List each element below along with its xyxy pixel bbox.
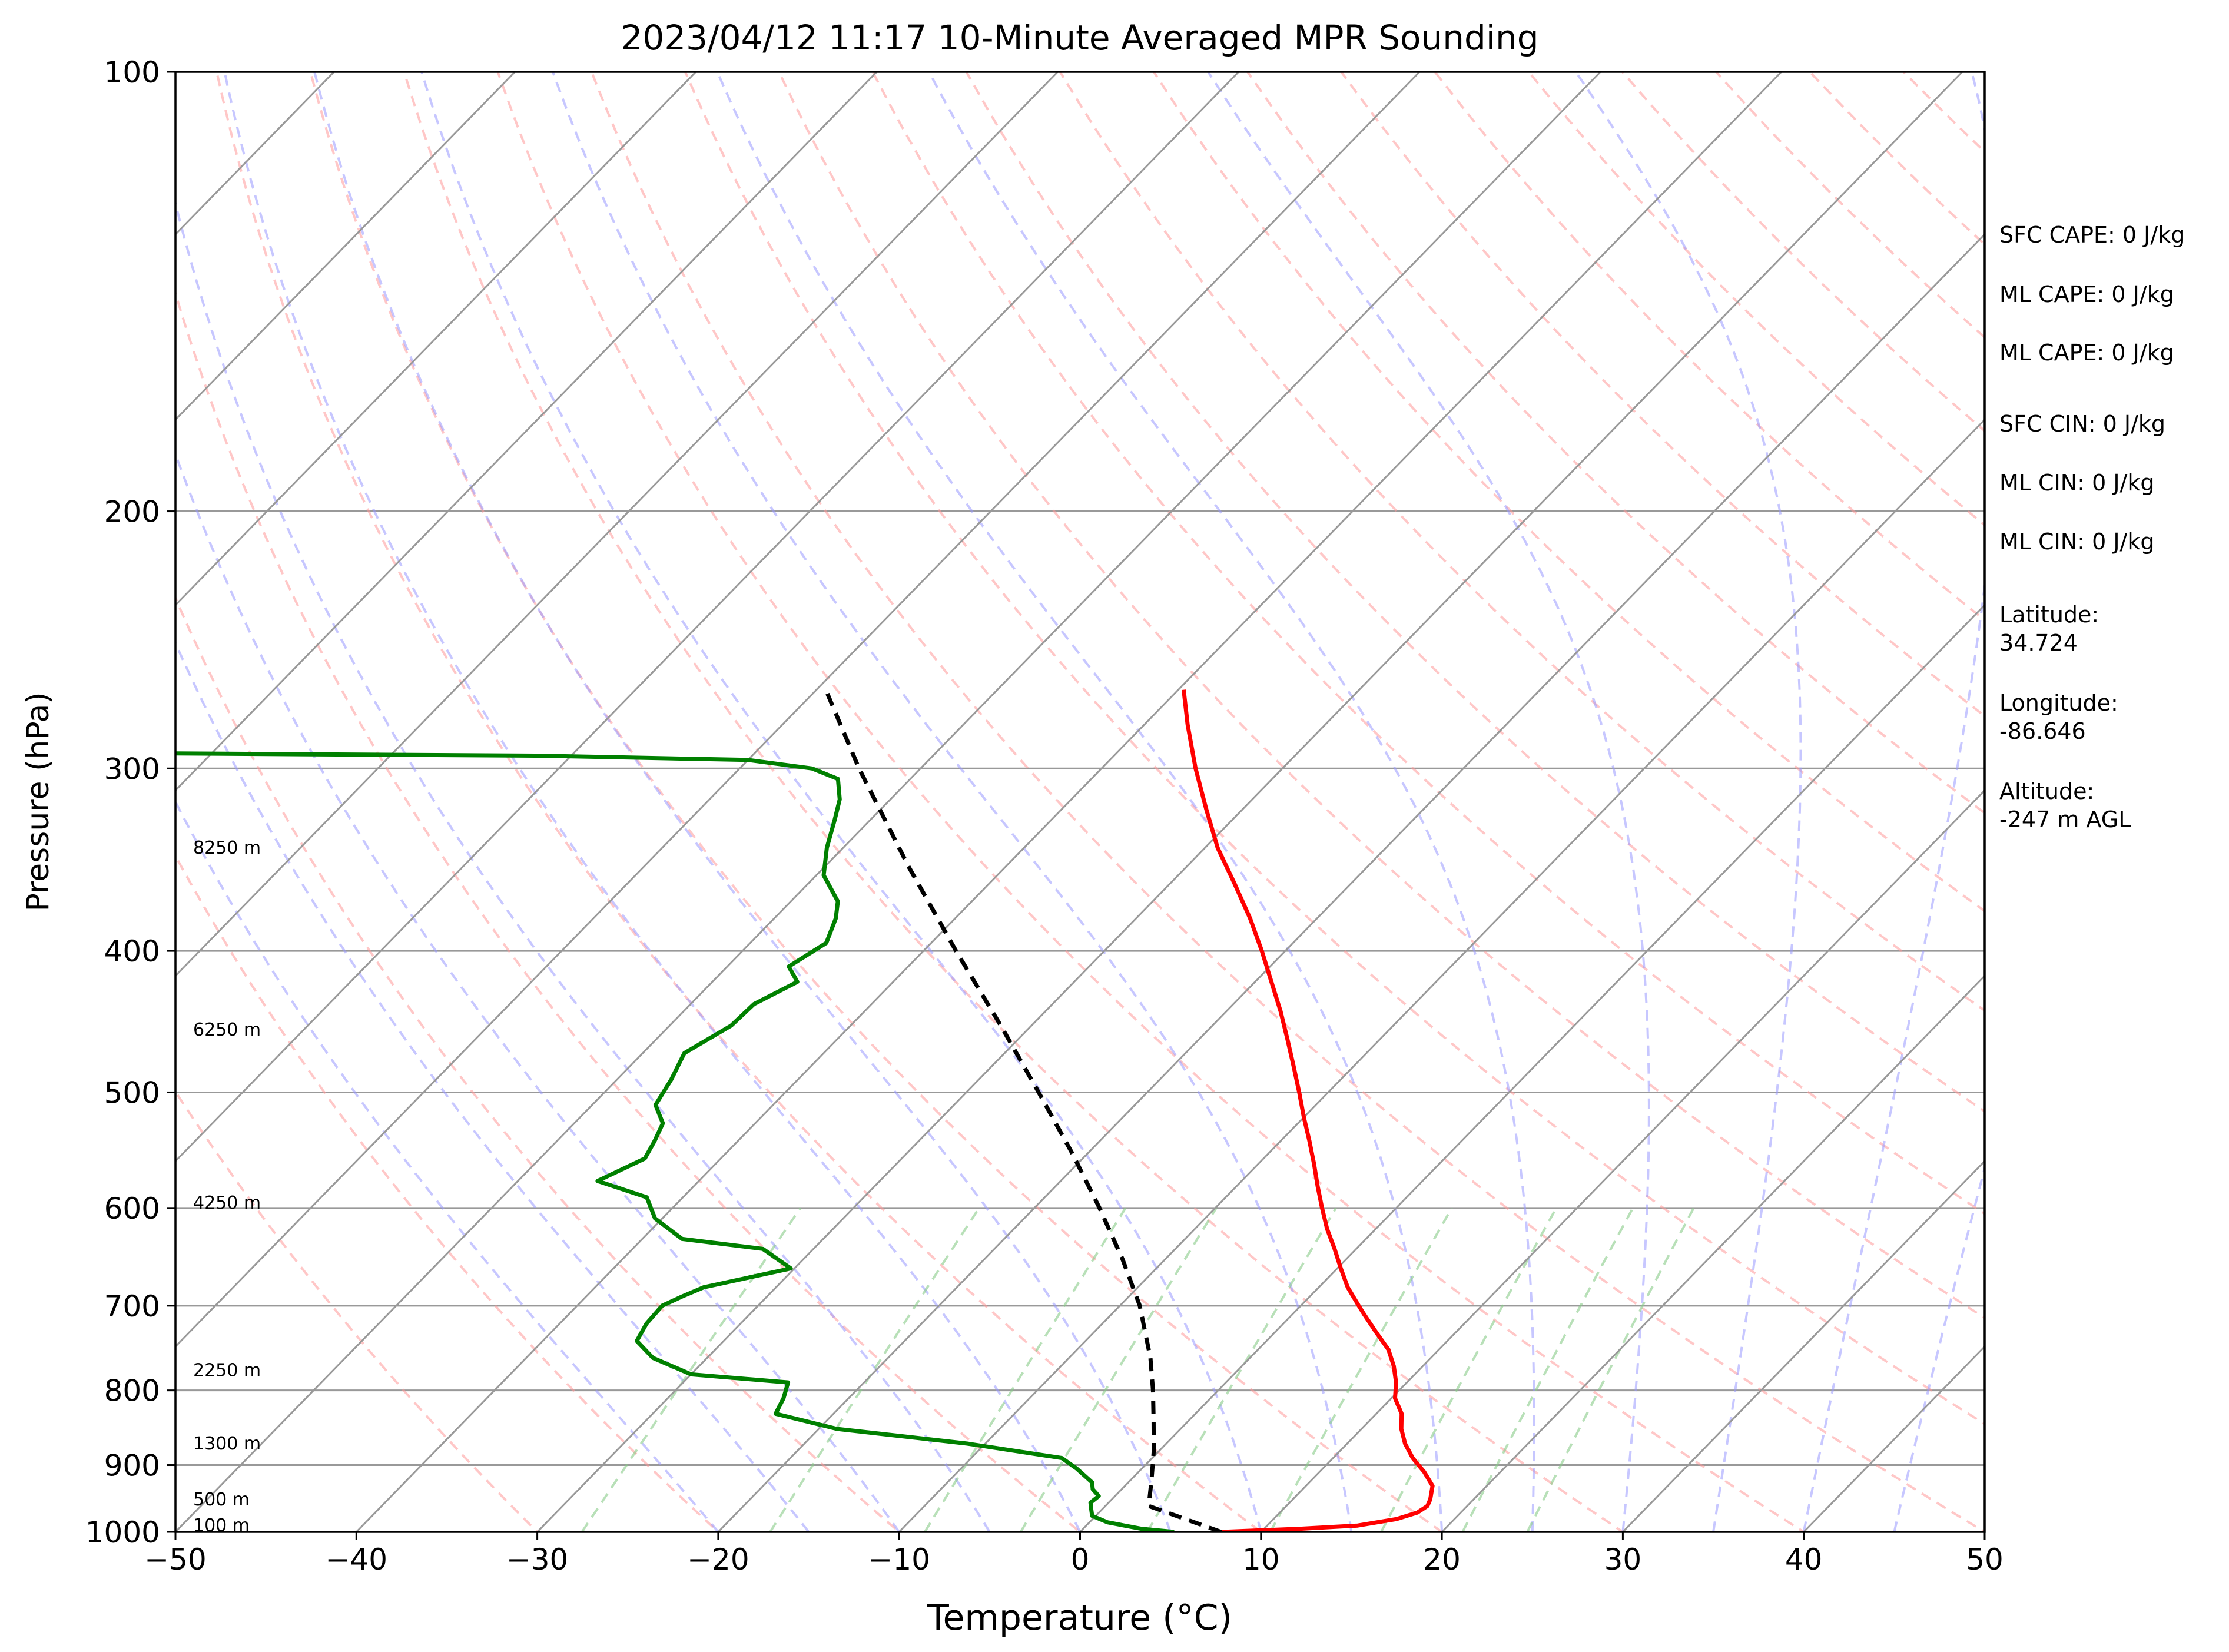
isotherm-line bbox=[175, 72, 1601, 1532]
x-tick-label: 10 bbox=[1242, 1542, 1280, 1577]
altitude-label: Altitude: bbox=[1999, 778, 2094, 804]
dry-adiabat-line bbox=[215, 72, 1263, 1532]
isotherm-line bbox=[1260, 789, 1985, 1532]
y-tick-label: 600 bbox=[104, 1192, 160, 1226]
isotherm-line bbox=[1441, 974, 1985, 1532]
side-panel: SFC CAPE: 0 J/kg ML CAPE: 0 J/kg ML CAPE… bbox=[1999, 222, 2185, 832]
dry-adiabat-line bbox=[1059, 72, 1985, 1012]
isotherm-line bbox=[1079, 603, 1985, 1532]
isotherm-line bbox=[175, 72, 1239, 1163]
isotherm-line bbox=[175, 72, 1421, 1348]
longitude-label: Longitude: bbox=[1999, 690, 2118, 716]
x-tick-label: 0 bbox=[1071, 1542, 1090, 1577]
ml-cin-text-2: ML CIN: 0 J/kg bbox=[1999, 529, 2154, 555]
dry-adiabat-line bbox=[684, 72, 1985, 1425]
moist-adiabat-line bbox=[175, 450, 900, 1532]
moist-adiabat-line bbox=[175, 799, 719, 1532]
y-axis-label: Pressure (hPa) bbox=[21, 692, 56, 912]
y-tick-label: 300 bbox=[104, 752, 160, 786]
y-tick-label: 100 bbox=[104, 55, 160, 89]
sfc-cin-text: SFC CIN: 0 J/kg bbox=[1999, 411, 2165, 437]
dry-adiabat-line bbox=[309, 72, 1444, 1532]
y-tick-label: 800 bbox=[104, 1374, 160, 1408]
mixing-ratio-line bbox=[924, 1207, 1127, 1532]
dry-adiabat-line bbox=[1152, 72, 1985, 913]
mixing-ratio-line bbox=[1526, 1207, 1695, 1532]
dry-adiabat-line bbox=[175, 853, 720, 1532]
moist-adiabat-line bbox=[716, 72, 1444, 1532]
isotherm-line bbox=[898, 418, 1985, 1532]
sfc-cape-text: SFC CAPE: 0 J/kg bbox=[1999, 222, 2185, 248]
y-tick-label: 400 bbox=[104, 934, 160, 968]
dry-adiabat-line bbox=[175, 1089, 539, 1532]
x-tick-label: −20 bbox=[687, 1542, 749, 1577]
moist-adiabat-line bbox=[420, 72, 1262, 1532]
moist-adiabat-line bbox=[313, 72, 1172, 1532]
temperature-profile-line bbox=[1182, 689, 1435, 1532]
ml-cape-text-2: ML CAPE: 0 J/kg bbox=[1999, 340, 2174, 366]
ml-cin-text-1: ML CIN: 0 J/kg bbox=[1999, 470, 2154, 496]
y-tick-label: 900 bbox=[104, 1449, 160, 1483]
height-label: 4250 m bbox=[193, 1193, 261, 1213]
dry-adiabat-line bbox=[175, 595, 901, 1532]
moist-adiabat-line bbox=[175, 640, 810, 1532]
y-tick-label: 1000 bbox=[85, 1515, 160, 1550]
dry-adiabat-line bbox=[1339, 72, 1985, 718]
dry-adiabat-line bbox=[590, 72, 1985, 1532]
dry-adiabat-line bbox=[175, 289, 1082, 1532]
altitude-value: -247 m AGL bbox=[1999, 807, 2131, 832]
height-label: 6250 m bbox=[193, 1020, 261, 1040]
height-label: 1300 m bbox=[193, 1434, 261, 1454]
x-axis-label: Temperature (°C) bbox=[927, 1597, 1232, 1638]
y-tick-label: 500 bbox=[104, 1076, 160, 1110]
dry-adiabat-line bbox=[403, 72, 1625, 1532]
latitude-label: Latitude: bbox=[1999, 602, 2099, 628]
x-tick-label: 50 bbox=[1966, 1542, 2004, 1577]
mixing-ratio-line bbox=[1269, 1207, 1453, 1532]
y-tick-label: 200 bbox=[104, 495, 160, 529]
isotherm-line bbox=[175, 72, 878, 792]
parcel-profile-line bbox=[825, 691, 1222, 1532]
isotherm-line bbox=[175, 72, 697, 606]
longitude-value: -86.646 bbox=[1999, 718, 2086, 744]
isotherm-line bbox=[717, 233, 1985, 1532]
moist-adiabat-line bbox=[928, 72, 1535, 1532]
height-label: 100 m bbox=[193, 1515, 250, 1536]
latitude-value: 34.724 bbox=[1999, 630, 2078, 656]
x-tick-label: −10 bbox=[868, 1542, 930, 1577]
moist-adiabat-line bbox=[552, 72, 1353, 1532]
dewpoint-profile-line bbox=[175, 751, 1175, 1532]
dry-adiabat-line bbox=[871, 72, 1985, 1215]
height-label: 2250 m bbox=[193, 1360, 261, 1381]
ml-cape-text-1: ML CAPE: 0 J/kg bbox=[1999, 281, 2174, 307]
x-tick-label: −30 bbox=[506, 1542, 569, 1577]
x-tick-label: 30 bbox=[1604, 1542, 1642, 1577]
isotherm-line bbox=[1622, 1160, 1985, 1532]
mixing-ratio-line bbox=[1461, 1207, 1634, 1532]
isotherm-line bbox=[536, 72, 1963, 1532]
moist-adiabat-line bbox=[1574, 72, 1802, 1532]
moist-adiabat-line bbox=[175, 198, 991, 1532]
chart-title: 2023/04/12 11:17 10-Minute Averaged MPR … bbox=[621, 18, 1538, 58]
mixing-ratio-line bbox=[1019, 1207, 1218, 1532]
mixing-ratio-line bbox=[1380, 1207, 1558, 1532]
x-tick-label: 20 bbox=[1423, 1542, 1461, 1577]
mixing-ratio-line bbox=[1146, 1207, 1337, 1532]
height-label: 500 m bbox=[193, 1490, 250, 1510]
x-tick-label: −40 bbox=[326, 1542, 388, 1577]
x-tick-label: −50 bbox=[144, 1542, 207, 1577]
dry-adiabat-line bbox=[1246, 72, 1985, 815]
isotherm-line bbox=[175, 72, 1059, 977]
x-tick-label: 40 bbox=[1785, 1542, 1823, 1577]
isotherm-line bbox=[356, 72, 1782, 1532]
isotherm-line bbox=[175, 72, 516, 422]
mixing-ratio-line bbox=[769, 1207, 980, 1532]
moist-adiabat-line bbox=[223, 72, 1082, 1532]
y-tick-label: 700 bbox=[104, 1289, 160, 1323]
height-label: 8250 m bbox=[193, 838, 261, 858]
dry-adiabat-line bbox=[777, 72, 1985, 1319]
